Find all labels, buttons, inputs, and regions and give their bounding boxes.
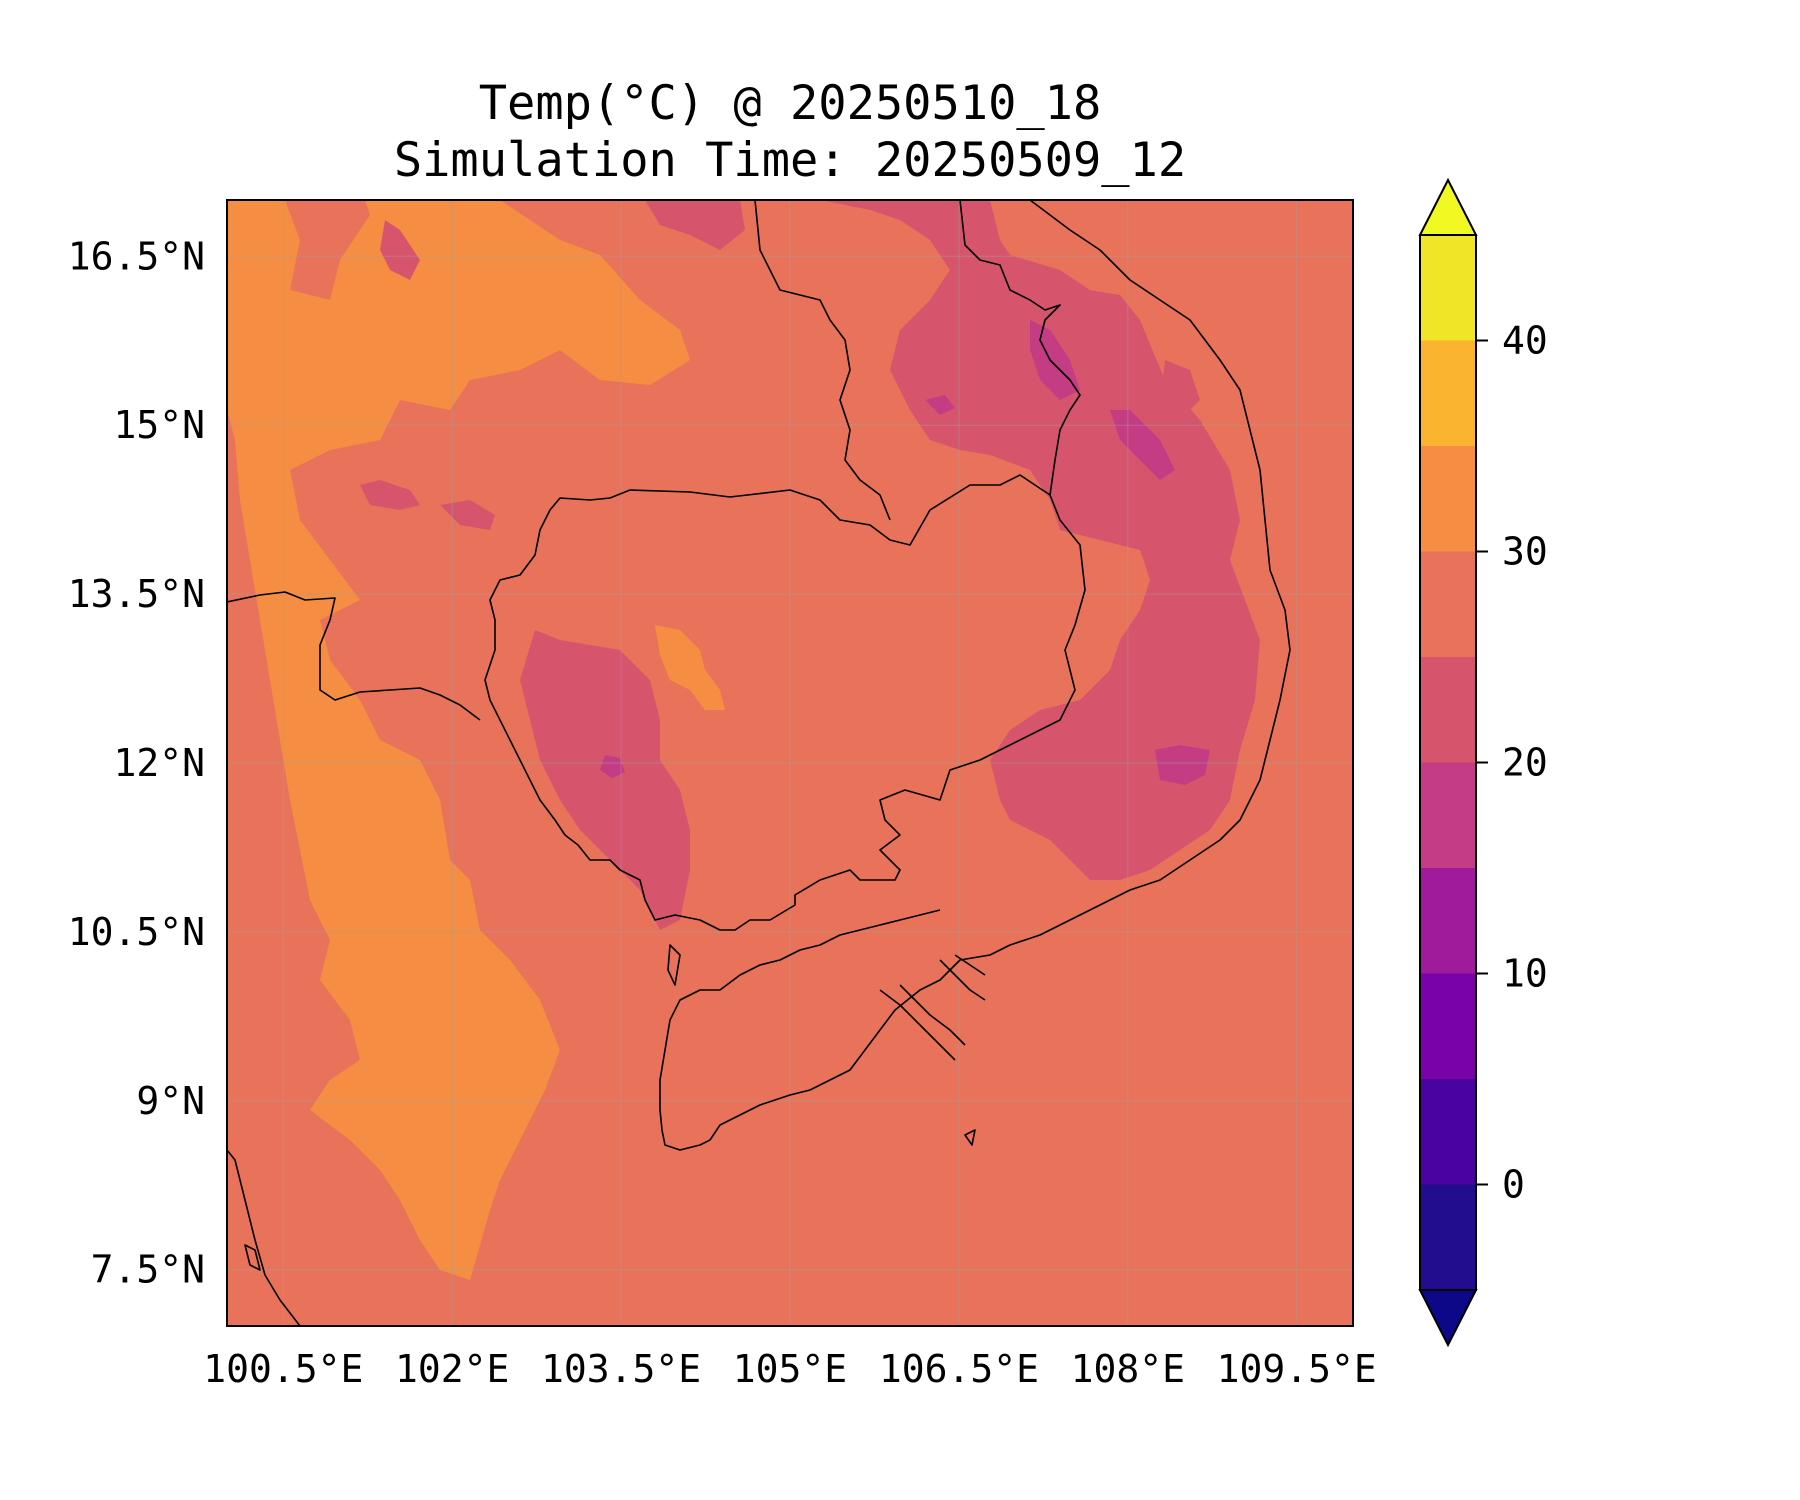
colorbar-extend-min: [1418, 1289, 1478, 1348]
contour-15-20: [600, 320, 1210, 785]
lat-tick-label: 9°N: [136, 1079, 205, 1123]
colorbar: 0 10 20 30 40: [1418, 177, 1548, 1348]
colorbar-tick-label: 30: [1502, 530, 1548, 574]
map-frame: [226, 199, 1354, 1327]
lon-tick-label: 109.5°E: [1217, 1347, 1377, 1391]
colorbar-segment: [1420, 868, 1476, 974]
colorbar-segment: [1420, 657, 1476, 763]
gridlines: [227, 200, 1353, 1326]
lon-tick-label: 103.5°E: [541, 1347, 701, 1391]
lon-tick-label: 100.5°E: [203, 1347, 363, 1391]
colorbar-segment: [1420, 973, 1476, 1079]
lon-tick-label: 105°E: [733, 1347, 847, 1391]
colorbar-segment: [1420, 446, 1476, 552]
colorbar-tick-label: 10: [1502, 952, 1548, 996]
colorbar-segment: [1420, 1184, 1476, 1290]
lat-tick-label: 12°N: [113, 741, 205, 785]
contour-30-35: [227, 200, 725, 1280]
colorbar-tick-label: 20: [1502, 741, 1548, 785]
colorbar-segment: [1420, 551, 1476, 657]
lat-tick-label: 15°N: [113, 403, 205, 447]
colorbar-segment: [1420, 235, 1476, 341]
lon-tick-label: 102°E: [395, 1347, 509, 1391]
map-subtitle: Simulation Time: 20250509_12: [393, 133, 1187, 188]
country-borders: [227, 200, 1291, 1326]
colorbar-tick-label: 0: [1502, 1163, 1525, 1207]
lat-tick-label: 10.5°N: [68, 910, 205, 954]
lat-tick-label: 13.5°N: [68, 572, 205, 616]
latitude-axis: 7.5°N 9°N 10.5°N 12°N 13.5°N 15°N 16.5°N: [68, 234, 205, 1291]
lat-tick-label: 16.5°N: [68, 234, 205, 278]
lon-tick-label: 106.5°E: [879, 1347, 1039, 1391]
colorbar-segment: [1420, 762, 1476, 868]
map-title: Temp(°C) @ 20250510_18: [478, 76, 1102, 131]
longitude-axis: 100.5°E 102°E 103.5°E 105°E 106.5°E 108°E 109.…: [203, 1347, 1377, 1391]
lon-tick-label: 108°E: [1071, 1347, 1185, 1391]
colorbar-extend-max: [1418, 177, 1478, 236]
contour-20-25: [360, 200, 1260, 930]
colorbar-segment: [1420, 1079, 1476, 1185]
colorbar-tick-label: 40: [1502, 319, 1548, 363]
lat-tick-label: 7.5°N: [91, 1248, 205, 1292]
colorbar-segment: [1420, 340, 1476, 446]
